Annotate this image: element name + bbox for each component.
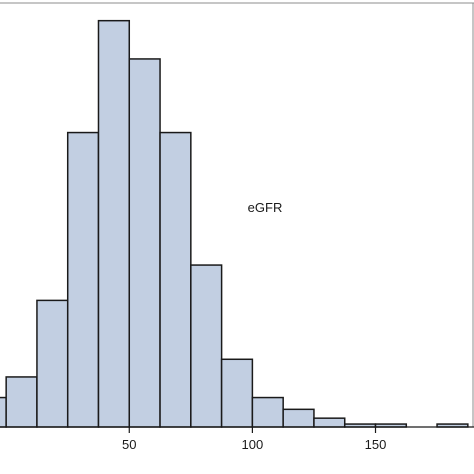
histogram-bar-2 [36,299,69,428]
histogram-bar-6 [159,131,192,428]
histogram-bar-7 [190,264,223,428]
histogram-bar-3 [66,131,100,428]
histogram-bar-4 [97,19,131,428]
x-axis-title: eGFR [248,200,283,215]
histogram-bar-5 [128,58,161,428]
histogram-bar-0 [0,396,7,428]
x-tick-label-50: 50 [122,437,136,452]
histogram-bar-9 [251,396,284,428]
histogram-bar-1 [5,376,38,428]
histogram-bar-8 [220,358,254,428]
bars-group [0,19,469,428]
histogram-bar-11 [313,417,346,428]
x-tick-label-100: 100 [242,437,264,452]
histogram-bar-10 [282,408,315,428]
x-ticks-group: 50 100 150 [122,427,386,452]
x-tick-label-150: 150 [365,437,387,452]
